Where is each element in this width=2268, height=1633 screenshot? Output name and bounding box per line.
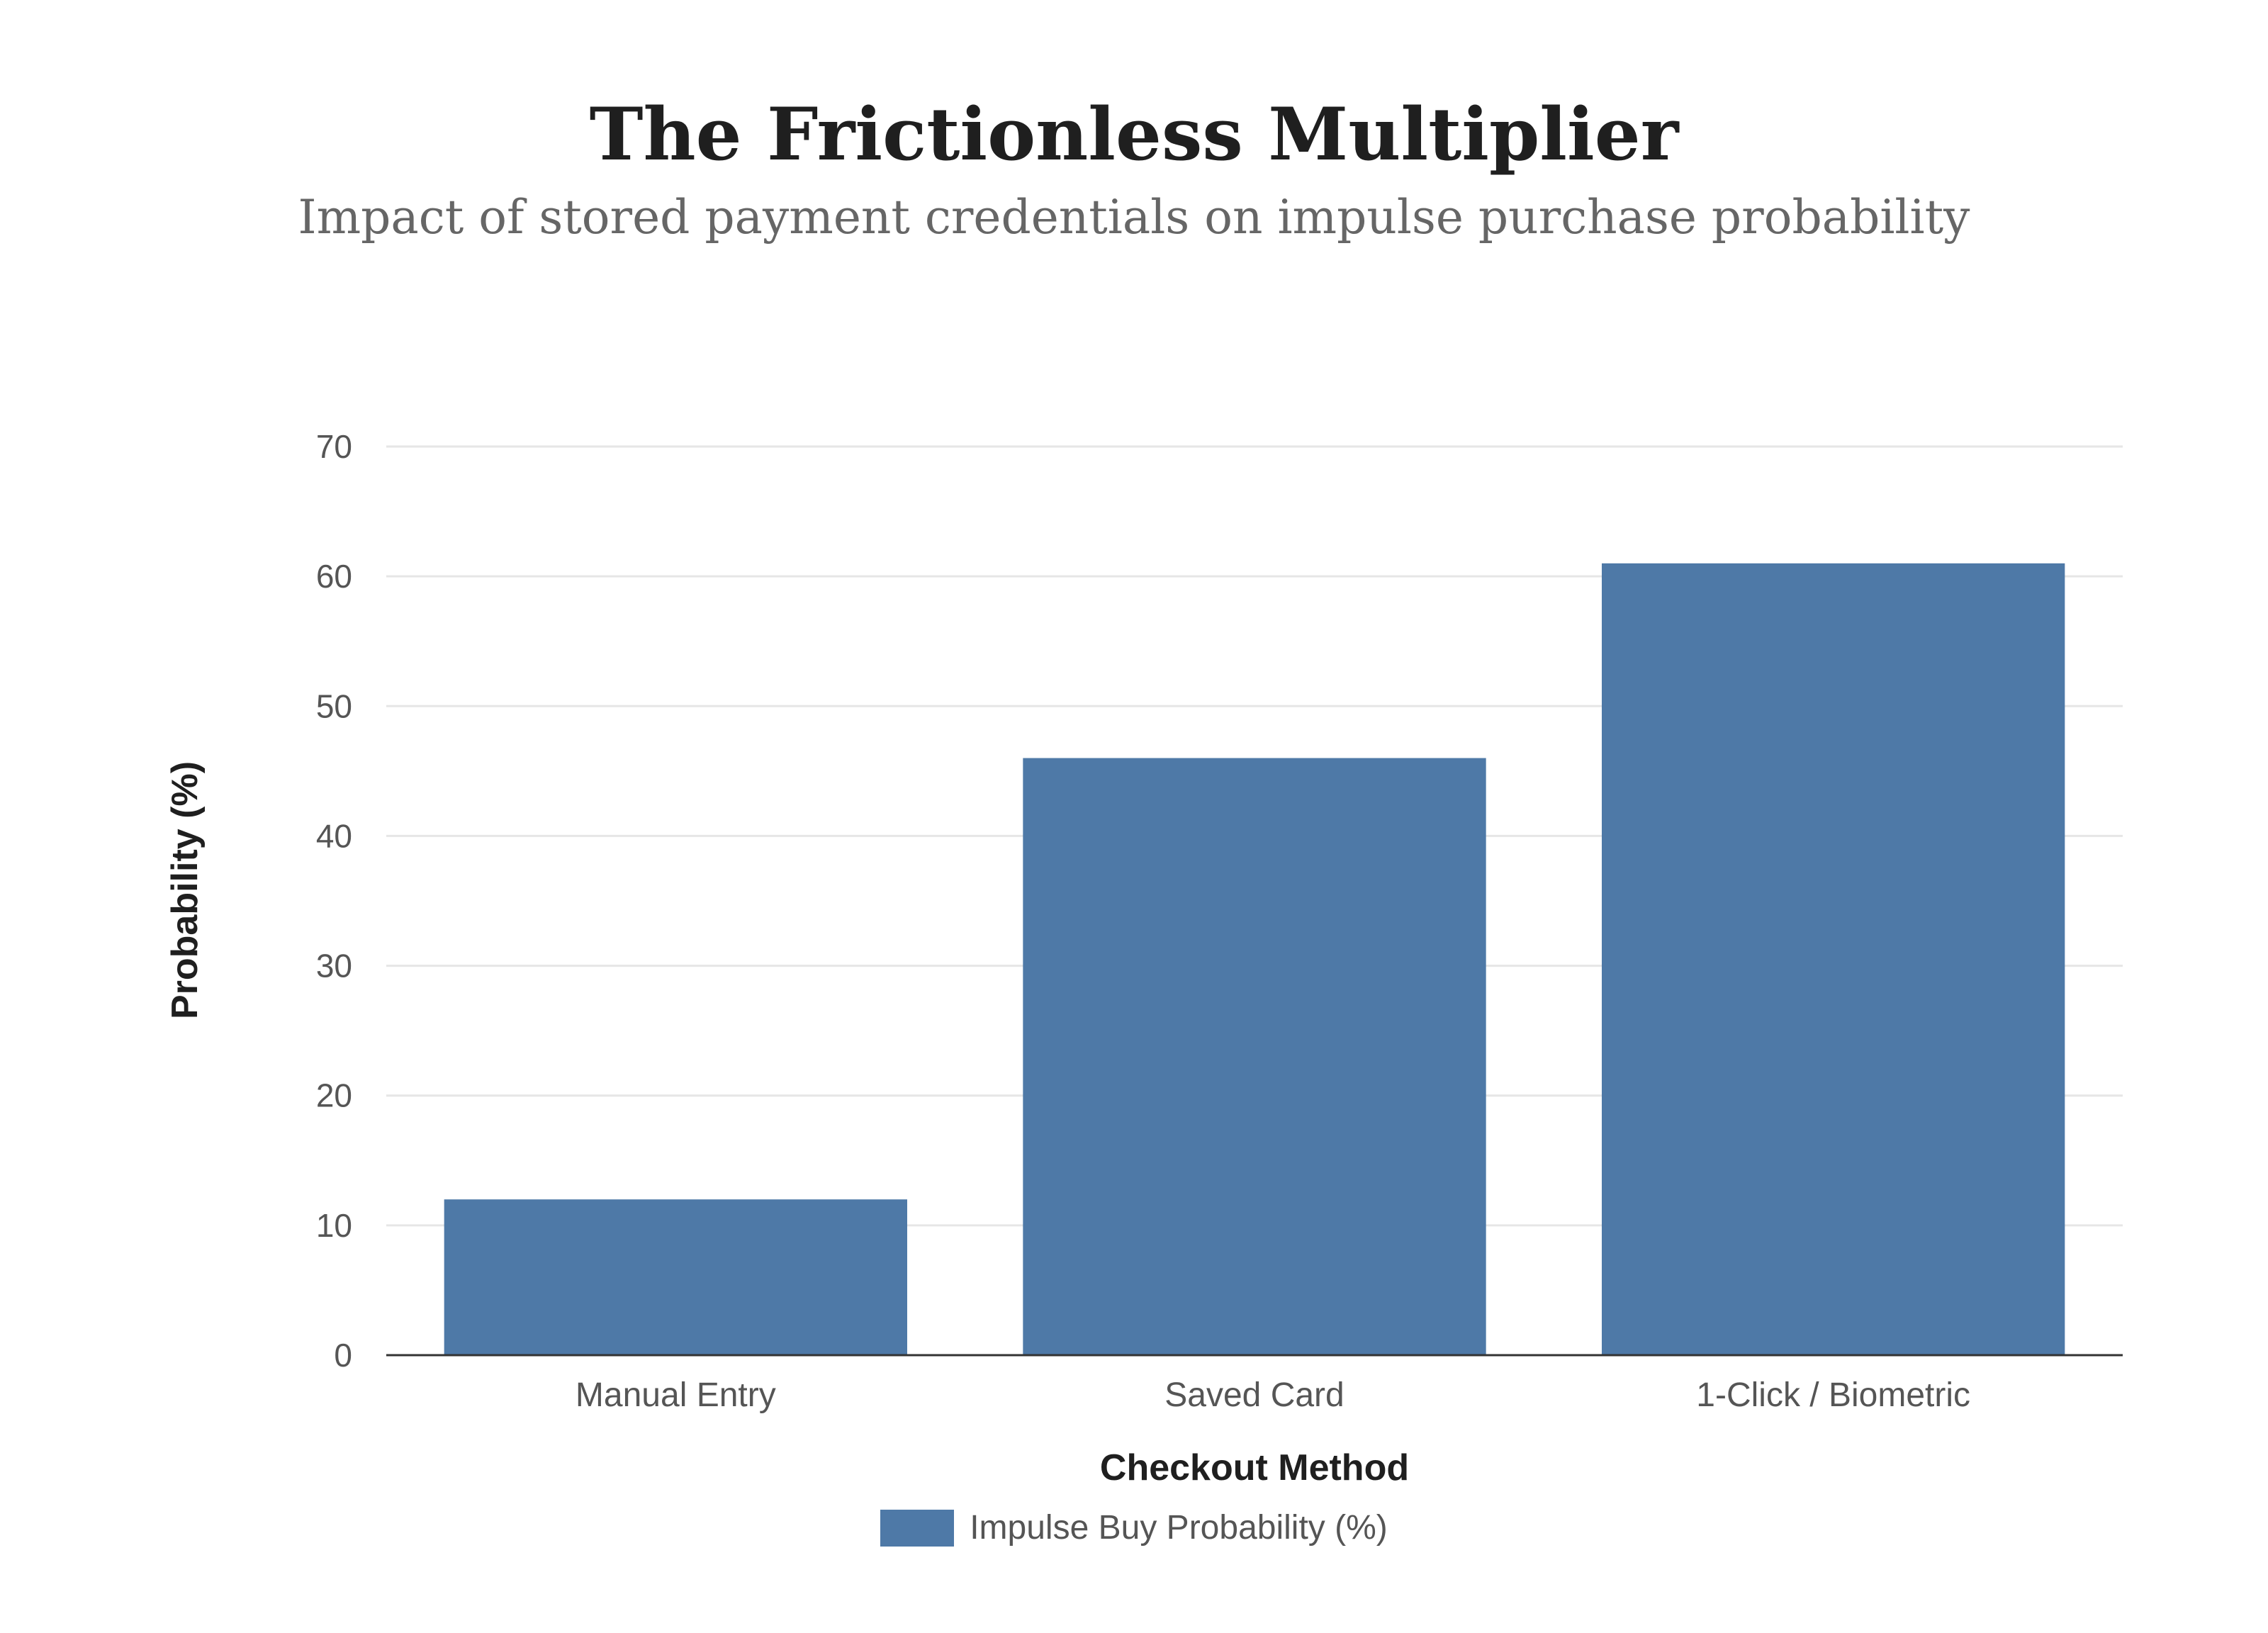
legend-label: Impulse Buy Probability (%) <box>970 1509 1388 1547</box>
y-tick-label: 30 <box>316 948 352 984</box>
bar-saved-card <box>1023 758 1486 1355</box>
chart-title: The Frictionless Multiplier <box>589 92 1679 177</box>
y-tick-label: 10 <box>316 1207 352 1244</box>
y-tick-label: 60 <box>316 558 352 595</box>
y-axis-title: Probability (%) <box>164 761 206 1019</box>
y-tick-label: 70 <box>316 428 352 465</box>
chart-subtitle: Impact of stored payment credentials on … <box>298 190 1970 245</box>
x-axis-ticks: Manual Entry Saved Card 1-Click / Biometri… <box>576 1376 1970 1414</box>
x-tick-label: Manual Entry <box>576 1376 776 1414</box>
legend-swatch <box>880 1509 955 1547</box>
legend: Impulse Buy Probability (%) <box>0 1508 2268 1547</box>
y-tick-label: 20 <box>316 1077 352 1114</box>
bar-1-click-biometric <box>1602 563 2065 1355</box>
bars <box>444 563 2065 1355</box>
bar-manual-entry <box>444 1199 907 1355</box>
y-axis-ticks: 0 10 20 30 40 50 60 70 <box>316 428 352 1374</box>
x-axis-title: Checkout Method <box>1100 1447 1409 1488</box>
x-tick-label: 1-Click / Biometric <box>1696 1376 1970 1414</box>
y-tick-label: 40 <box>316 817 352 854</box>
y-tick-label: 50 <box>316 688 352 724</box>
y-tick-label: 0 <box>334 1337 352 1374</box>
x-tick-label: Saved Card <box>1164 1376 1344 1414</box>
